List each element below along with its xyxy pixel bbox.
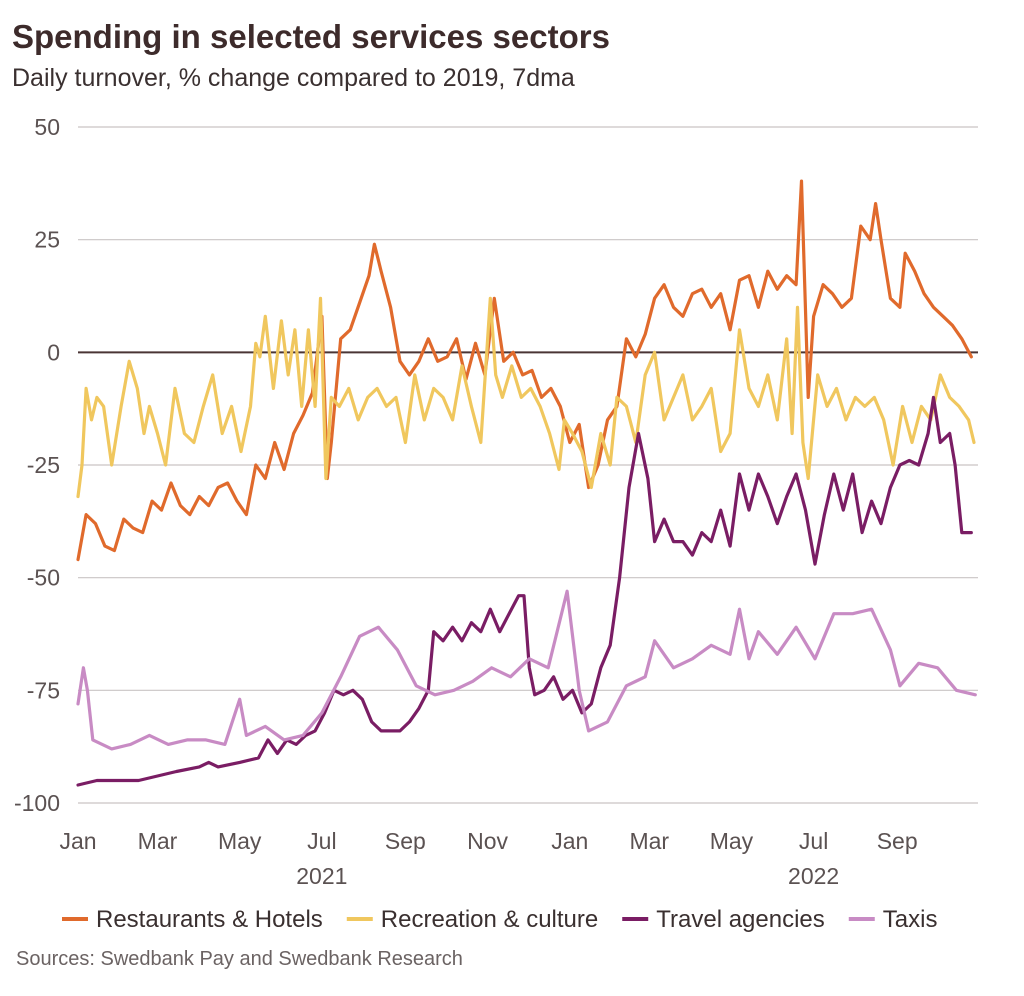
x-tick-label: Jul: [799, 828, 828, 854]
series-line-3: [76, 395, 973, 787]
x-tick-label: Sep: [385, 828, 426, 854]
chart-title: Spending in selected services sectors: [12, 18, 610, 55]
legend-label: Recreation & culture: [381, 906, 598, 933]
legend-label: Taxis: [883, 906, 938, 933]
legend: Restaurants & Hotels Recreation & culture…: [62, 906, 937, 933]
legend-label: Restaurants & Hotels: [96, 906, 323, 933]
y-tick-label: -50: [27, 565, 60, 591]
x-tick-label: Mar: [138, 828, 178, 854]
y-tick-label: -25: [27, 452, 60, 478]
x-tick-label: Sep: [877, 828, 918, 854]
x-tick-label: Jul: [307, 828, 336, 854]
x-tick-label: Mar: [629, 828, 669, 854]
series-line-4: [76, 589, 977, 751]
legend-label: Travel agencies: [656, 906, 825, 933]
y-tick-label: 25: [34, 227, 60, 253]
y-tick-label: -75: [27, 677, 60, 703]
chart-source: Sources: Swedbank Pay and Swedbank Resea…: [16, 948, 463, 970]
chart-subtitle: Daily turnover, % change compared to 201…: [12, 64, 575, 92]
y-tick-label: 50: [34, 114, 60, 140]
series-line-2: [76, 296, 976, 499]
x-tick-label: May: [710, 828, 754, 854]
x-tick-label: Jan: [59, 828, 96, 854]
series-line-1: [76, 179, 973, 562]
x-tick-label: Jan: [551, 828, 588, 854]
grid-layer: [78, 126, 978, 804]
y-tick-label: -100: [14, 790, 60, 816]
x-tick-label: May: [218, 828, 262, 854]
x-year-label: 2022: [788, 863, 839, 889]
series-layer: [76, 179, 977, 787]
axis-layer: 50 25 0 -25 -50 -75 -100 Jan Mar May Jul Sep Nov Jan M…: [14, 114, 918, 889]
x-year-label: 2021: [296, 863, 347, 889]
x-tick-label: Nov: [467, 828, 508, 854]
y-tick-label: 0: [47, 339, 60, 365]
